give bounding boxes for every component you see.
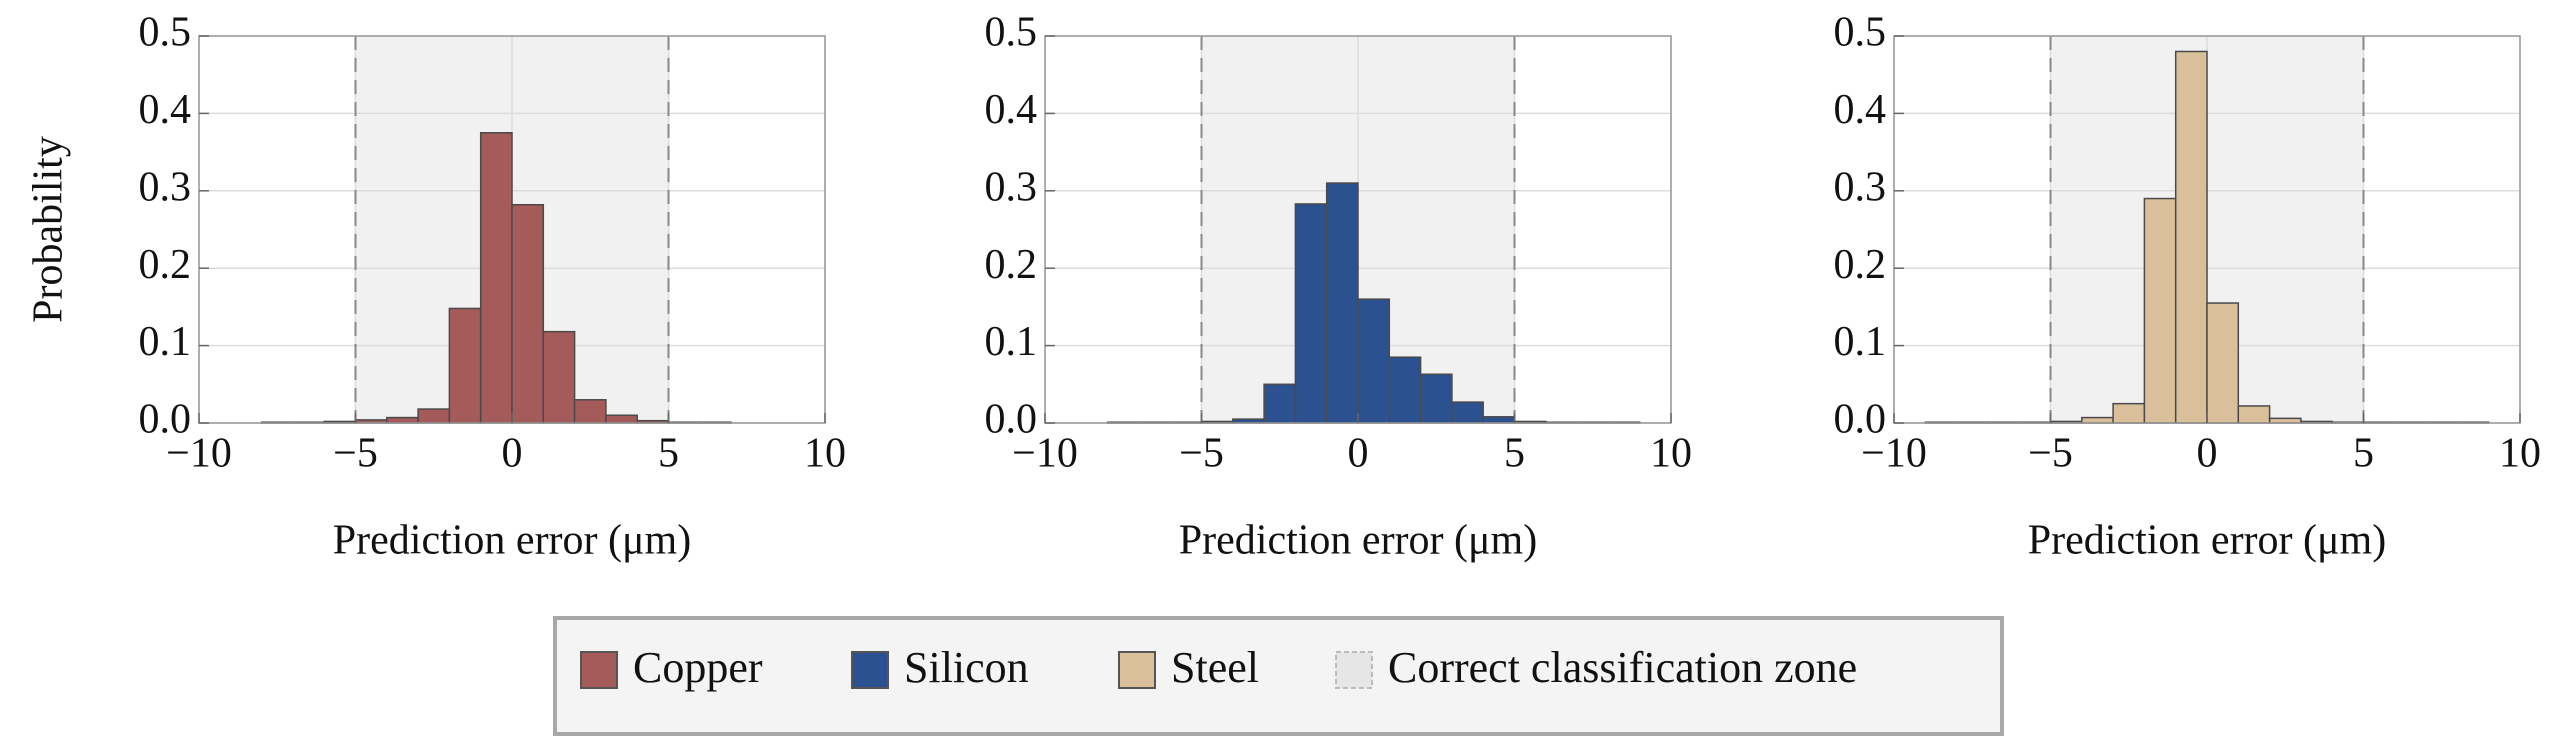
bar xyxy=(2174,50,2208,424)
bar xyxy=(605,414,638,424)
y-tick-label: 0.0 xyxy=(1834,397,1887,443)
bar xyxy=(2206,302,2240,424)
x-tick-label: −5 xyxy=(333,431,378,477)
legend-swatch xyxy=(1118,651,1156,689)
bar xyxy=(1357,298,1391,424)
bar xyxy=(1419,373,1453,424)
y-tick-label: 0.0 xyxy=(985,397,1038,443)
y-tick-label: 0.3 xyxy=(139,164,192,210)
y-tick-label: 0.1 xyxy=(139,319,192,365)
y-tick-label: 0.2 xyxy=(1834,242,1887,288)
x-tick-label: 5 xyxy=(1504,431,1525,477)
x-tick-label: 5 xyxy=(658,431,679,477)
bar xyxy=(542,330,576,424)
x-tick-label: −5 xyxy=(1179,431,1224,477)
legend-label: Correct classification zone xyxy=(1388,643,1857,692)
x-axis-label: Prediction error (μm) xyxy=(1179,518,1537,564)
y-tick-label: 0.1 xyxy=(985,319,1038,365)
x-tick-label: −10 xyxy=(1861,431,1927,477)
bar xyxy=(417,408,451,424)
x-tick-label: 10 xyxy=(2499,431,2541,477)
bar xyxy=(1451,401,1484,424)
y-tick-label: 0.0 xyxy=(139,397,192,443)
x-tick-label: −10 xyxy=(166,431,232,477)
x-tick-label: 0 xyxy=(502,431,523,477)
x-axis-label: Prediction error (μm) xyxy=(333,518,691,564)
y-tick-label: 0.5 xyxy=(139,10,192,56)
x-tick-label: 5 xyxy=(2353,431,2374,477)
legend-swatch xyxy=(1335,651,1373,689)
x-tick-label: 10 xyxy=(1650,431,1692,477)
bar xyxy=(573,399,607,424)
legend-label: Silicon xyxy=(904,643,1029,692)
legend-label: Steel xyxy=(1171,643,1259,692)
bar xyxy=(1482,416,1516,424)
bar xyxy=(1325,182,1359,424)
legend-label: Copper xyxy=(633,643,763,692)
x-axis-label: Prediction error (μm) xyxy=(2028,518,2386,564)
bar xyxy=(479,132,513,424)
x-tick-label: −5 xyxy=(2028,431,2073,477)
x-tick-label: 0 xyxy=(1348,431,1369,477)
y-tick-label: 0.4 xyxy=(1834,87,1887,133)
bar xyxy=(448,307,482,424)
bar xyxy=(511,203,545,424)
y-axis-label: Probability xyxy=(26,136,72,323)
x-tick-label: −10 xyxy=(1012,431,1078,477)
y-tick-label: 0.1 xyxy=(1834,319,1887,365)
bar xyxy=(2081,416,2114,424)
legend-box xyxy=(553,616,2004,736)
bar xyxy=(386,416,419,424)
x-tick-label: 0 xyxy=(2197,431,2218,477)
y-tick-label: 0.5 xyxy=(985,10,1038,56)
y-tick-label: 0.3 xyxy=(985,164,1038,210)
legend-swatch xyxy=(580,651,618,689)
y-tick-label: 0.2 xyxy=(139,242,192,288)
bar xyxy=(1388,356,1422,424)
bar xyxy=(2112,402,2146,424)
y-tick-label: 0.5 xyxy=(1834,10,1887,56)
legend-swatch xyxy=(851,651,889,689)
bar xyxy=(2237,405,2271,424)
x-tick-label: 10 xyxy=(804,431,846,477)
y-tick-label: 0.4 xyxy=(139,87,192,133)
y-tick-label: 0.2 xyxy=(985,242,1038,288)
bar xyxy=(1263,383,1297,424)
bar xyxy=(2143,197,2177,424)
bar xyxy=(1294,203,1328,424)
y-tick-label: 0.4 xyxy=(985,87,1038,133)
y-tick-label: 0.3 xyxy=(1834,164,1887,210)
